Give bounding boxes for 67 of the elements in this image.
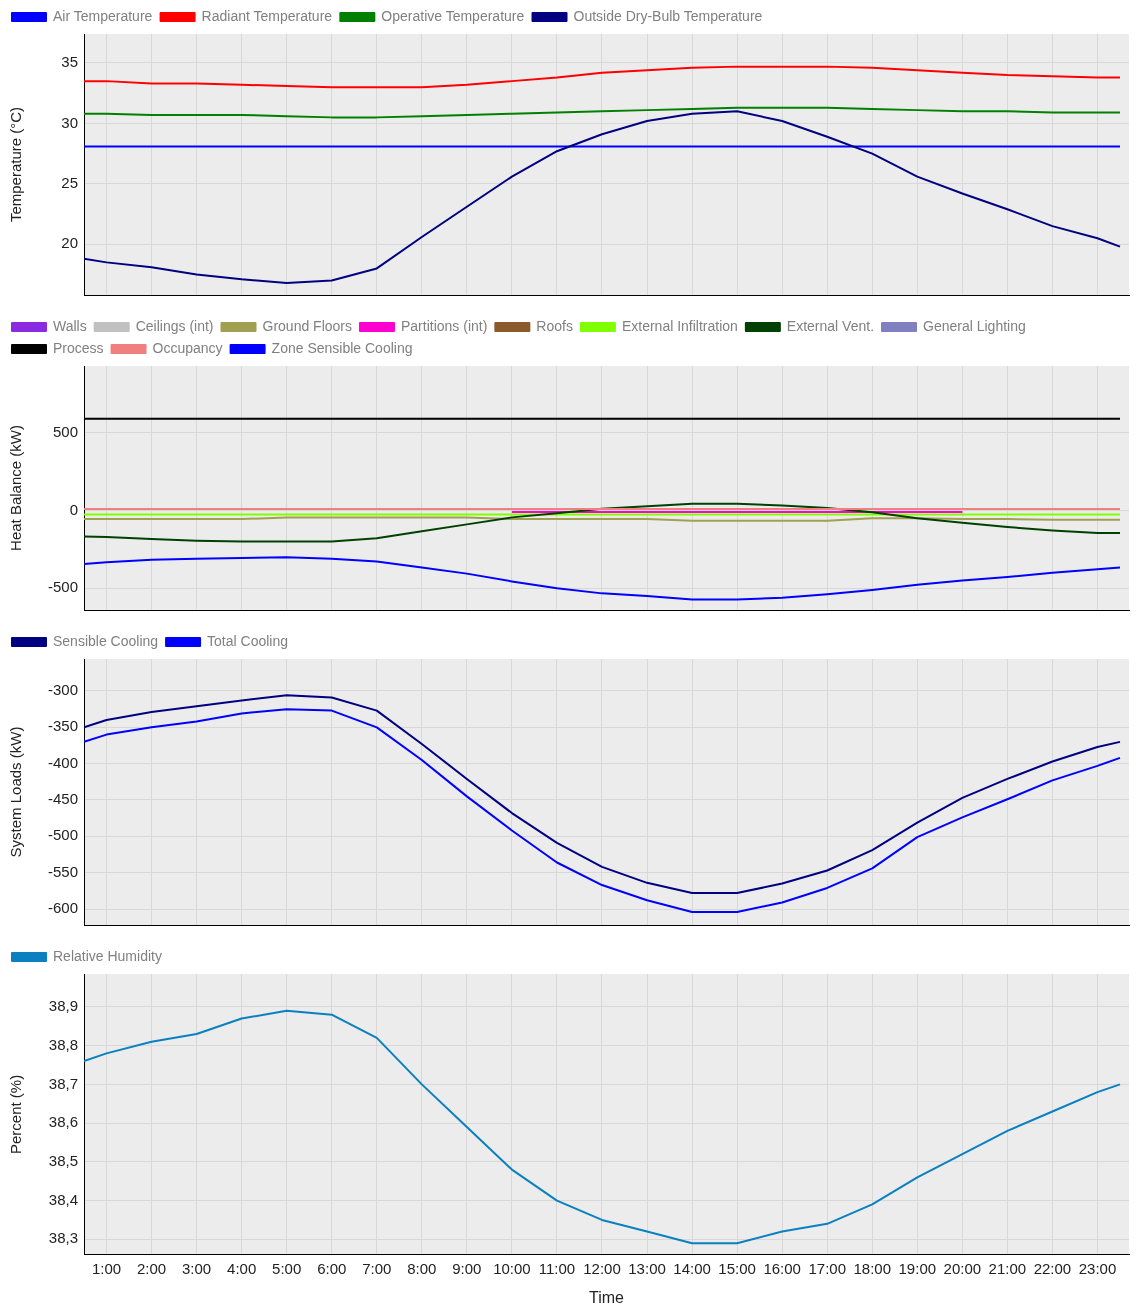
legend-label: Air Temperature	[53, 7, 153, 24]
legend-label: Outside Dry-Bulb Temperature	[573, 7, 763, 24]
x-tick-label: 13:00	[628, 1259, 666, 1277]
x-tick-label: 6:00	[317, 1259, 347, 1277]
legend-label: Operative Temperature	[381, 7, 525, 24]
x-tick-label: 10:00	[493, 1259, 531, 1277]
y-tick-label: -550	[47, 862, 78, 880]
x-tick-label: 16:00	[763, 1259, 801, 1277]
legend-label: Ground Floors	[262, 317, 352, 334]
x-tick-label: 2:00	[136, 1259, 167, 1277]
x-tick-label: 15:00	[718, 1259, 756, 1277]
legend-label: Occupancy	[152, 339, 223, 356]
y-tick-label: 38,3	[48, 1229, 78, 1247]
y-tick-label: 38,4	[48, 1190, 78, 1208]
legend-label: General Lighting	[923, 317, 1026, 334]
x-axis-title: Time	[589, 1288, 625, 1306]
y-tick-label: -350	[47, 717, 78, 735]
y-tick-label: -450	[47, 790, 78, 808]
legend-label: Roofs	[536, 317, 573, 334]
legend-label: Process	[53, 339, 104, 356]
x-tick-label: 11:00	[538, 1259, 576, 1277]
legend-label: Total Cooling	[207, 632, 289, 649]
y-tick-label: 0	[69, 500, 78, 518]
x-tick-label: 21:00	[988, 1259, 1027, 1277]
y-tick-label: 30	[61, 113, 78, 131]
y-tick-label: 38,5	[48, 1151, 78, 1169]
y-tick-label: -400	[47, 753, 78, 771]
x-tick-label: 23:00	[1078, 1259, 1117, 1277]
x-tick-label: 22:00	[1033, 1259, 1072, 1277]
legend-label: Relative Humidity	[53, 947, 162, 964]
y-axis-title: Percent (%)	[7, 1074, 25, 1154]
y-tick-label: -600	[47, 899, 78, 917]
y-tick-label: -300	[47, 681, 78, 699]
x-tick-label: 14:00	[673, 1259, 711, 1277]
y-tick-label: -500	[47, 578, 78, 596]
legend-label: Ceilings (int)	[135, 317, 214, 334]
x-tick-label: 18:00	[853, 1259, 892, 1277]
x-tick-label: 5:00	[272, 1259, 302, 1277]
x-tick-label: 4:00	[227, 1259, 257, 1277]
legend-label: External Infiltration	[621, 317, 738, 334]
legend-label: Zone Sensible Cooling	[271, 339, 413, 356]
x-tick-label: 3:00	[182, 1259, 212, 1277]
x-tick-label: 19:00	[898, 1259, 937, 1277]
y-tick-label: 38,8	[48, 1035, 78, 1053]
y-axis-title: Temperature (°C)	[7, 106, 25, 223]
y-tick-label: 25	[61, 173, 78, 191]
y-tick-label: 500	[52, 422, 78, 440]
x-tick-label: 1:00	[91, 1259, 122, 1277]
y-tick-label: 38,7	[48, 1074, 78, 1092]
x-tick-label: 9:00	[452, 1259, 482, 1277]
x-tick-label: 8:00	[407, 1259, 437, 1277]
legend-label: Sensible Cooling	[53, 632, 159, 649]
x-tick-label: 7:00	[362, 1259, 392, 1277]
x-tick-label: 20:00	[943, 1259, 982, 1277]
legend-label: External Vent.	[786, 317, 875, 334]
legend-label: Walls	[53, 317, 87, 334]
legend-label: Radiant Temperature	[201, 7, 333, 24]
y-tick-label: 35	[61, 53, 78, 71]
y-axis-title: Heat Balance (kW)	[7, 425, 25, 551]
legend-label: Partitions (int)	[400, 317, 488, 334]
y-tick-label: -500	[47, 826, 78, 844]
x-tick-label: 17:00	[808, 1259, 846, 1277]
y-tick-label: 20	[61, 234, 78, 252]
y-tick-label: 38,9	[48, 997, 78, 1015]
y-axis-title: System Loads (kW)	[7, 726, 25, 858]
x-tick-label: 12:00	[583, 1259, 621, 1277]
y-tick-label: 38,6	[48, 1113, 78, 1131]
